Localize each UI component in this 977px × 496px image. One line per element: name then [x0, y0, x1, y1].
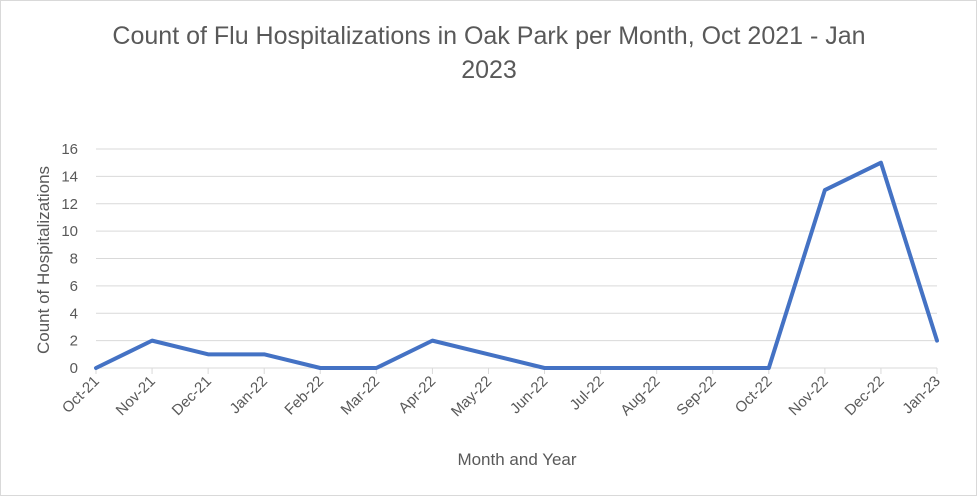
x-tick-label: Dec-22 — [842, 373, 888, 419]
data-point — [487, 353, 489, 355]
chart-title: Count of Flu Hospitalizations in Oak Par… — [112, 22, 866, 84]
x-tick-label: Aug-22 — [617, 373, 663, 419]
data-point — [263, 353, 265, 355]
x-tick-label: Mar-22 — [338, 373, 384, 419]
series-line — [94, 160, 939, 370]
x-tick-label: Jul-22 — [567, 373, 608, 414]
data-point — [824, 189, 826, 191]
y-tick-label: 16 — [61, 141, 78, 158]
x-tick-label: Nov-22 — [785, 373, 831, 419]
x-tick-label: Jun-22 — [507, 373, 551, 417]
x-tick-label: Apr-22 — [395, 373, 439, 417]
data-point — [656, 367, 658, 369]
x-tick-label: Oct-21 — [59, 373, 103, 417]
x-tick-label: Sep-22 — [673, 373, 719, 419]
y-tick-label: 8 — [70, 251, 78, 268]
data-point — [712, 367, 714, 369]
data-point — [375, 367, 377, 369]
data-point — [207, 353, 209, 355]
y-tick-label: 2 — [70, 333, 78, 350]
y-tick-label: 14 — [61, 168, 78, 185]
x-tick-label: Dec-21 — [169, 373, 215, 419]
x-axis-title: Month and Year — [457, 450, 576, 469]
y-tick-label: 12 — [61, 196, 78, 213]
x-tick-label: May-22 — [448, 373, 495, 420]
y-tick-label: 6 — [70, 278, 78, 295]
data-point — [768, 367, 770, 369]
data-point — [151, 340, 153, 342]
data-point — [431, 340, 433, 342]
x-tick-label: Feb-22 — [281, 373, 327, 419]
data-point — [544, 367, 546, 369]
x-tick-label: Oct-22 — [732, 373, 776, 417]
data-point — [319, 367, 321, 369]
data-point — [880, 162, 882, 164]
y-tick-label: 4 — [70, 305, 78, 322]
x-tick-label: Jan-22 — [227, 373, 271, 417]
data-point — [600, 367, 602, 369]
y-tick-label: 0 — [70, 360, 78, 377]
data-point — [95, 367, 97, 369]
x-tick-label: Nov-21 — [113, 373, 159, 419]
data-point — [936, 340, 938, 342]
y-axis-title: Count of Hospitalizations — [34, 166, 53, 354]
x-tick-label: Jan-23 — [899, 373, 943, 417]
y-tick-label: 10 — [61, 223, 78, 240]
